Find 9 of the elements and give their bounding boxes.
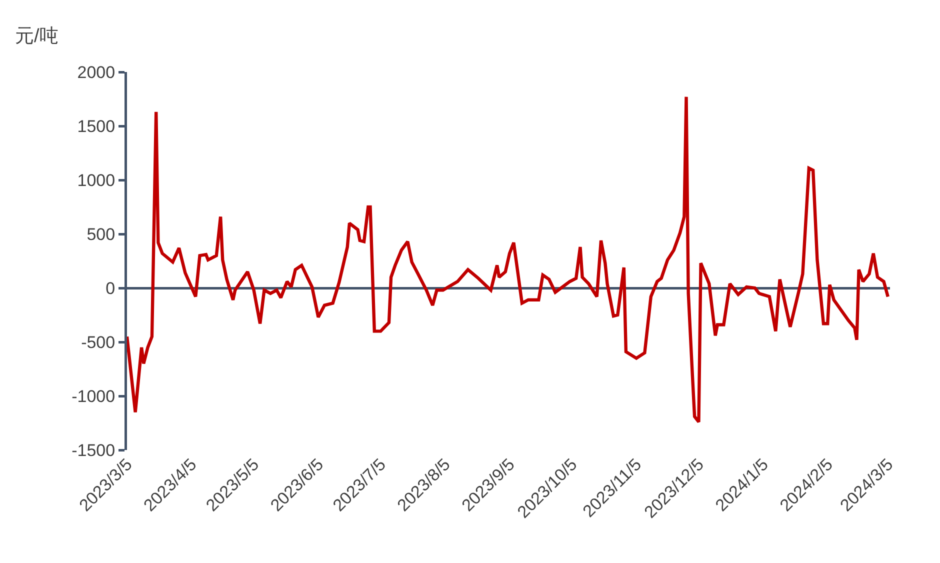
y-tick-label: 500: [86, 224, 116, 244]
y-tick-label: 2000: [77, 62, 116, 82]
y-tick-label: 1000: [77, 170, 116, 190]
y-tick-label: -1500: [72, 440, 116, 460]
y-tick-label: 1500: [77, 116, 116, 136]
y-tick-label: -500: [81, 332, 116, 352]
y-tick-label: -1000: [72, 386, 116, 406]
y-tick-label: 0: [106, 278, 116, 298]
y-axis-title: 元/吨: [15, 26, 58, 47]
